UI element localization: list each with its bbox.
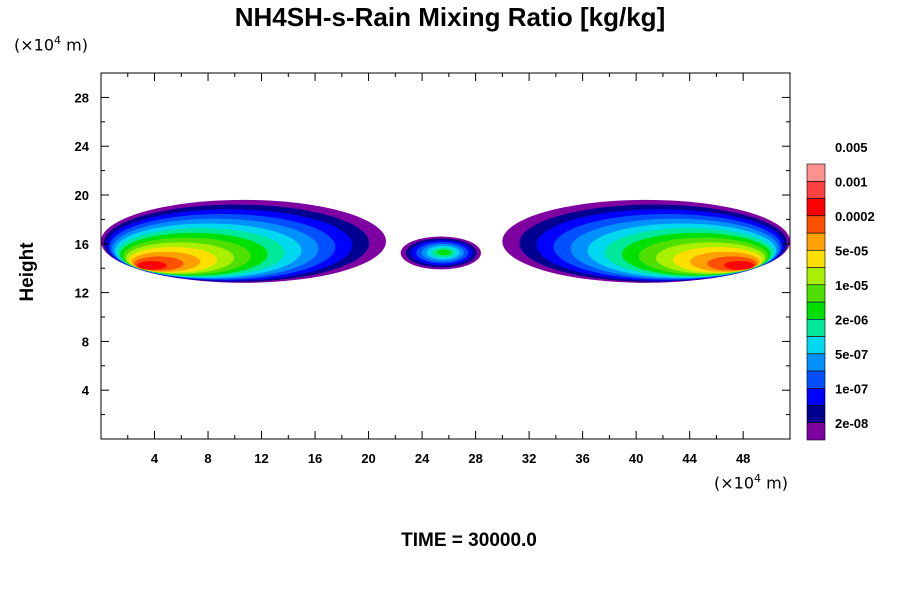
- colorbar-swatch: [806, 301, 826, 320]
- y-tick-label: 20: [75, 188, 89, 203]
- field-region: [502, 199, 790, 283]
- mixing-ratio-field: [101, 199, 790, 283]
- colorbar-label: 0.001: [835, 174, 868, 189]
- colorbar-swatch: [806, 336, 826, 355]
- field-level-band: [724, 261, 755, 270]
- field-region: [400, 236, 481, 270]
- colorbar-swatch: [806, 163, 826, 182]
- colorbar-swatch: [806, 267, 826, 286]
- colorbar-swatch: [806, 422, 826, 441]
- x-axis-unit: (×104 m): [714, 472, 788, 493]
- x-tick-label: 48: [736, 451, 750, 466]
- plot-frame: [100, 72, 791, 440]
- colorbar-swatch: [806, 405, 826, 424]
- colorbar-label: 2e-08: [835, 416, 868, 431]
- x-tick-label: 36: [575, 451, 589, 466]
- x-tick-label: 32: [522, 451, 536, 466]
- y-tick-label: 24: [75, 139, 90, 154]
- colorbar-swatch: [806, 387, 826, 406]
- x-tick-label: 44: [682, 451, 697, 466]
- y-tick-label: 12: [75, 286, 89, 301]
- colorbar-swatch: [806, 232, 826, 251]
- colorbar-label: 0.0002: [835, 209, 875, 224]
- colorbar-label: 0.005: [835, 140, 868, 155]
- y-tick-label: 8: [82, 334, 89, 349]
- colorbar-swatch: [806, 284, 826, 303]
- y-tick-label: 28: [75, 90, 89, 105]
- colorbar-swatch: [806, 249, 826, 268]
- colorbar: 2e-08 1e-07 5e-07 2e-06 1e-05 5e-05 0.0002 0.00…: [806, 140, 875, 441]
- chart-title: NH4SH-s-Rain Mixing Ratio [kg/kg]: [234, 2, 666, 32]
- field-level-band: [437, 249, 452, 256]
- colorbar-label: 5e-05: [835, 243, 868, 258]
- colorbar-label: 2e-06: [835, 312, 868, 327]
- x-tick-label: 40: [629, 451, 643, 466]
- colorbar-swatch: [806, 180, 826, 199]
- colorbar-swatch: [806, 318, 826, 337]
- x-tick-label: 24: [415, 451, 430, 466]
- colorbar-label: 1e-07: [835, 381, 868, 396]
- y-tick-label: 4: [82, 383, 90, 398]
- x-tick-label: 12: [254, 451, 268, 466]
- y-axis-unit: (×104 m): [14, 34, 88, 55]
- x-tick-label: 28: [468, 451, 482, 466]
- x-tick-label: 20: [361, 451, 375, 466]
- colorbar-swatch: [806, 370, 826, 389]
- colorbar-swatch: [806, 353, 826, 372]
- x-tick-label: 4: [151, 451, 159, 466]
- colorbar-label: 1e-05: [835, 278, 868, 293]
- field-region: [101, 199, 386, 283]
- x-tick-label: 16: [308, 451, 322, 466]
- colorbar-swatch: [806, 215, 826, 234]
- colorbar-swatch: [806, 198, 826, 217]
- field-level-band: [136, 261, 167, 270]
- y-tick-label: 16: [75, 237, 89, 252]
- time-label: TIME = 30000.0: [401, 530, 537, 551]
- x-tick-label: 8: [204, 451, 211, 466]
- colorbar-label: 5e-07: [835, 347, 868, 362]
